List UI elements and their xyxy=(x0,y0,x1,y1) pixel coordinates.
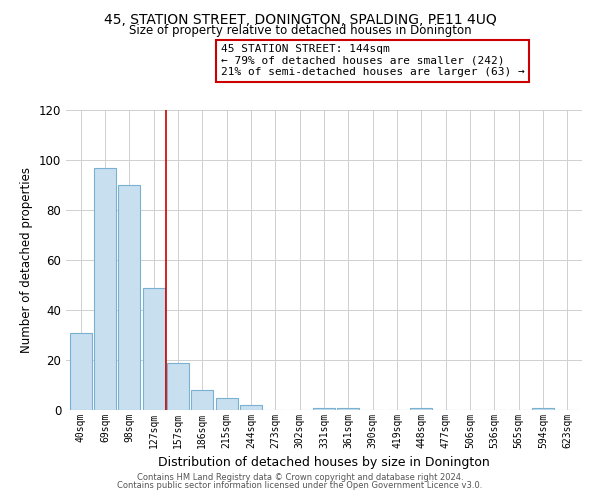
Bar xyxy=(118,185,140,410)
Bar xyxy=(337,408,359,410)
Bar xyxy=(215,398,238,410)
Text: Size of property relative to detached houses in Donington: Size of property relative to detached ho… xyxy=(128,24,472,37)
Bar xyxy=(240,405,262,410)
Text: Contains HM Land Registry data © Crown copyright and database right 2024.: Contains HM Land Registry data © Crown c… xyxy=(137,472,463,482)
Text: 45, STATION STREET, DONINGTON, SPALDING, PE11 4UQ: 45, STATION STREET, DONINGTON, SPALDING,… xyxy=(104,12,496,26)
Bar xyxy=(70,332,92,410)
Bar xyxy=(410,408,433,410)
Y-axis label: Number of detached properties: Number of detached properties xyxy=(20,167,33,353)
Bar xyxy=(167,362,189,410)
Text: 45 STATION STREET: 144sqm
← 79% of detached houses are smaller (242)
21% of semi: 45 STATION STREET: 144sqm ← 79% of detac… xyxy=(221,44,524,77)
Text: Contains public sector information licensed under the Open Government Licence v3: Contains public sector information licen… xyxy=(118,481,482,490)
Bar xyxy=(143,288,164,410)
Bar xyxy=(94,168,116,410)
X-axis label: Distribution of detached houses by size in Donington: Distribution of detached houses by size … xyxy=(158,456,490,469)
Bar xyxy=(532,408,554,410)
Bar xyxy=(313,408,335,410)
Bar xyxy=(191,390,213,410)
